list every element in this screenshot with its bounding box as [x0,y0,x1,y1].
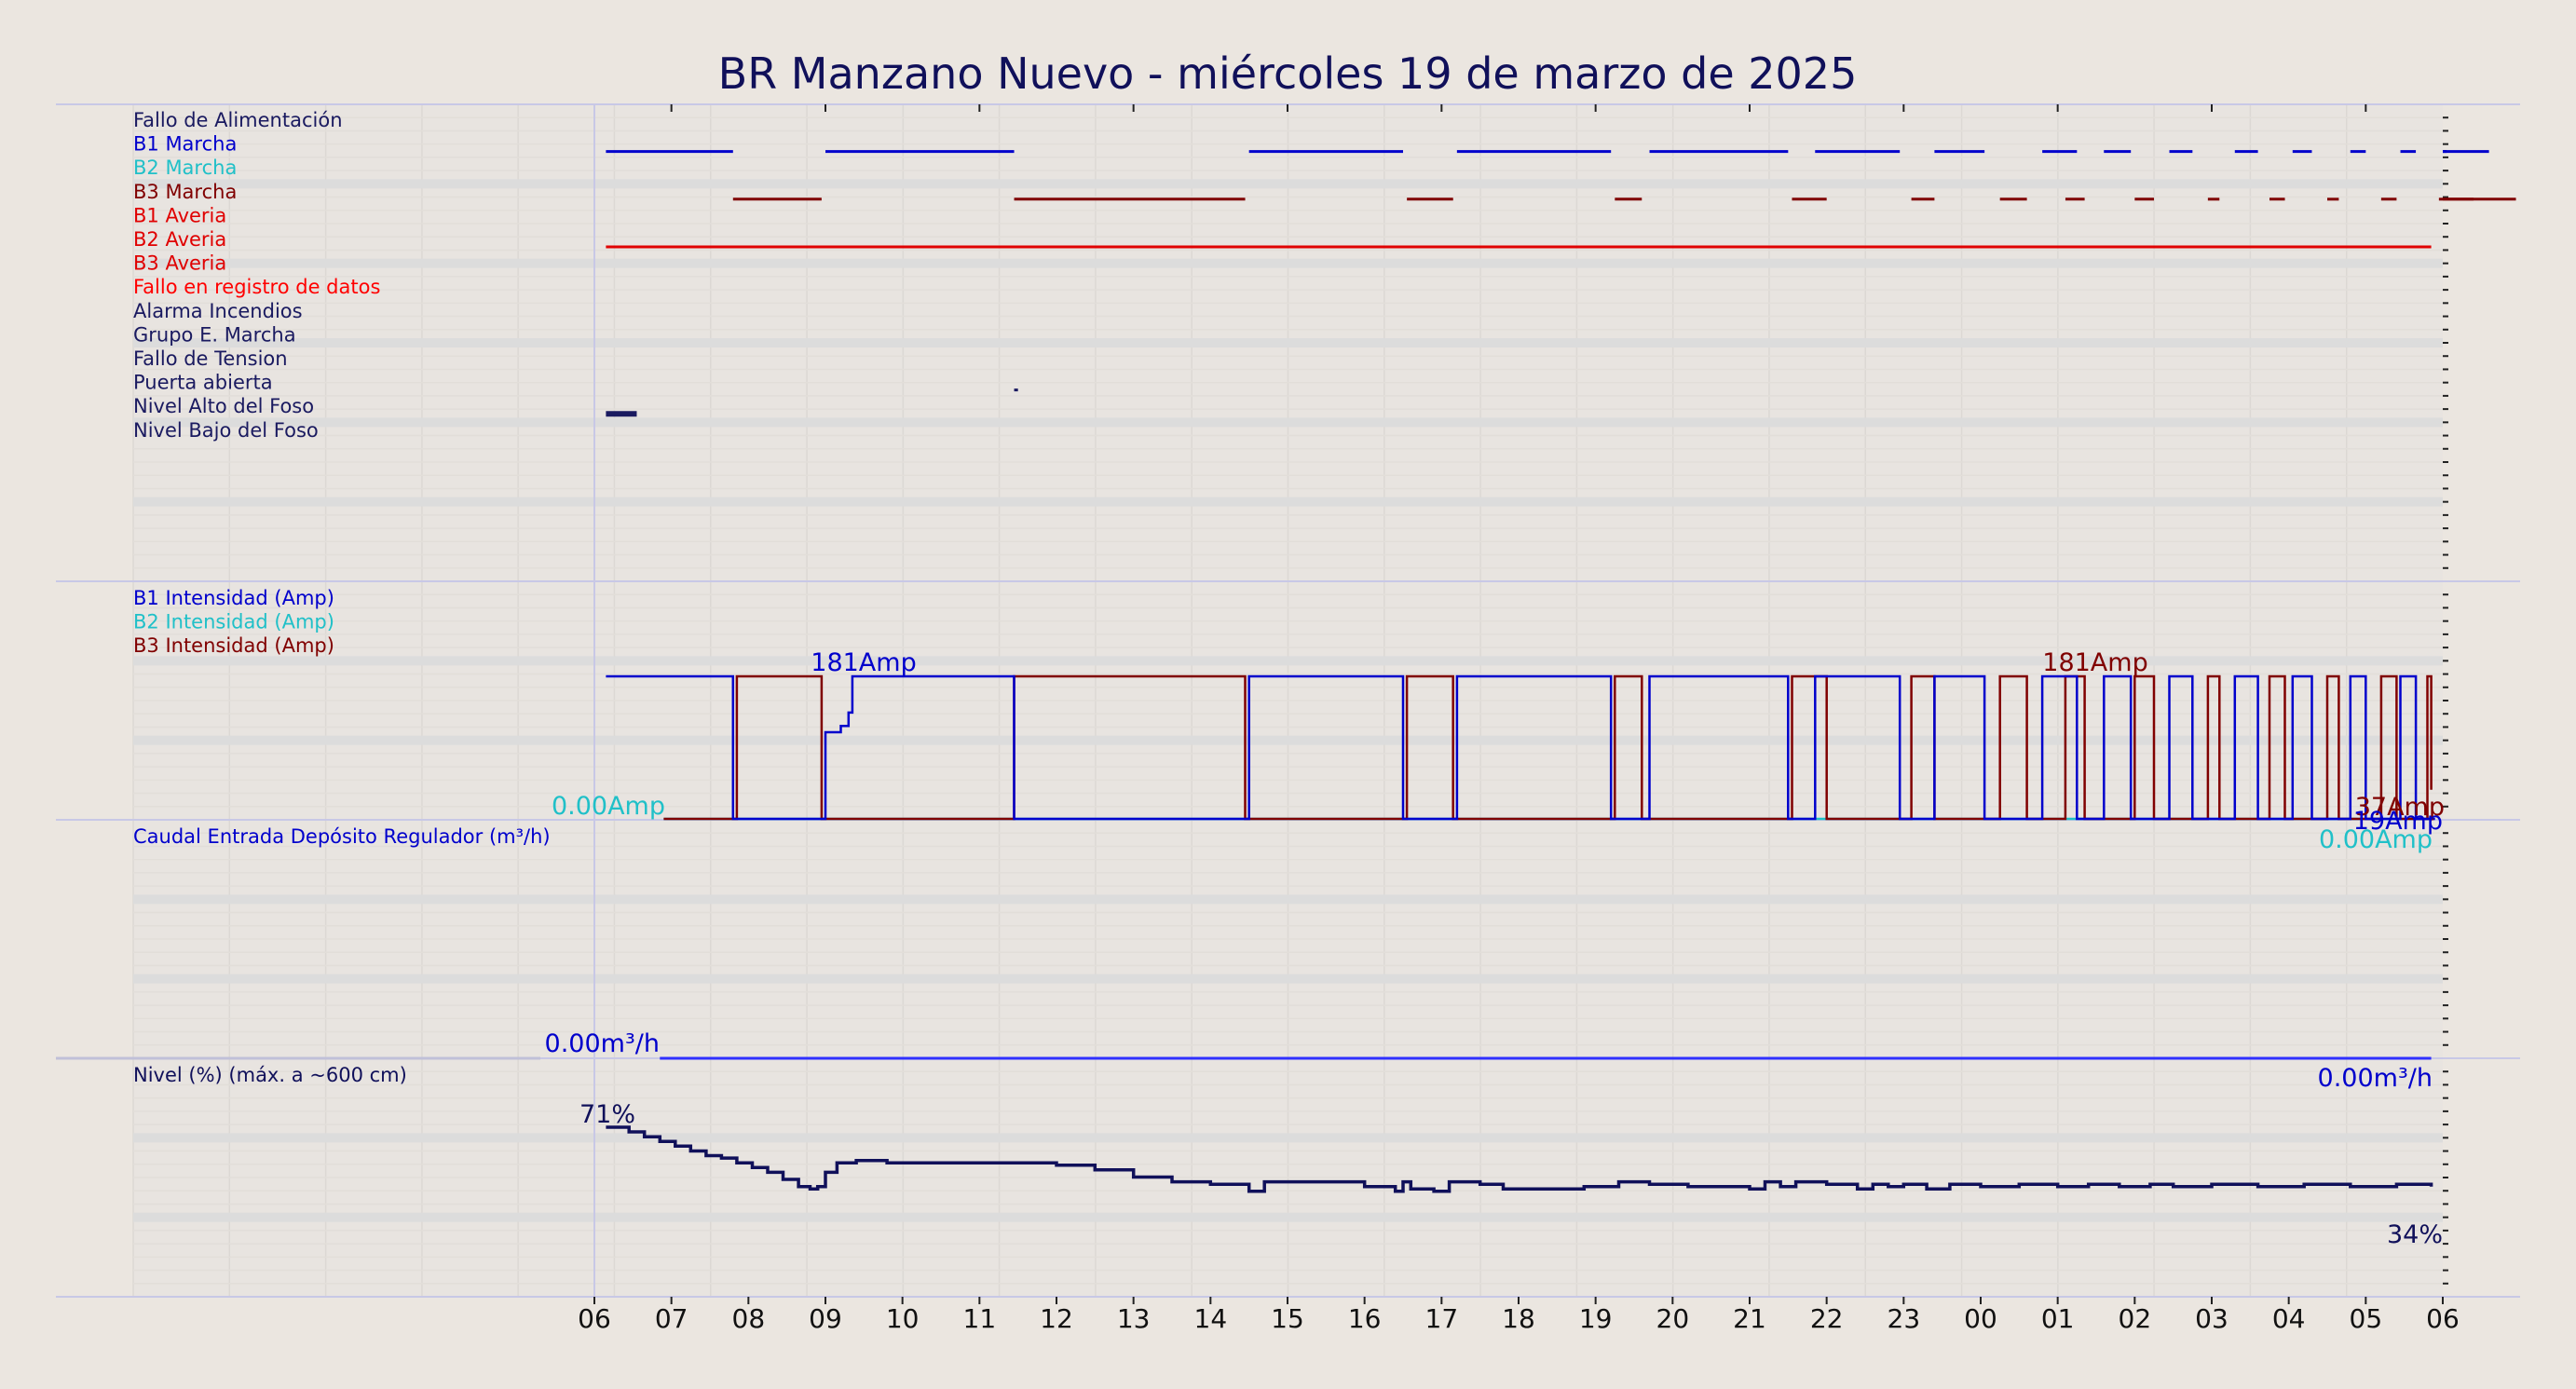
x-tick-label: 18 [1502,1303,1535,1334]
x-tick-label: 05 [2350,1303,2383,1334]
data-label: 0.00Amp [552,792,665,821]
signal-label: Fallo de Alimentación [133,109,343,131]
signal-label: B2 Averia [133,228,226,251]
x-tick-label: 10 [886,1303,920,1334]
level-line [606,1125,2433,1193]
signal-label: B3 Averia [133,252,226,275]
data-label: 19Amp [2353,807,2443,836]
series-label: B1 Intensidad (Amp) [133,587,334,609]
x-tick-label: 19 [1579,1303,1613,1334]
x-tick-label: 16 [1348,1303,1382,1334]
signal-label: B1 Marcha [133,133,237,156]
series-label: B2 Intensidad (Amp) [133,611,334,633]
x-tick-label: 00 [1964,1303,1997,1334]
signal-label: B1 Averia [133,204,226,226]
x-tick-label: 01 [2041,1303,2075,1334]
x-tick-label: 07 [655,1303,688,1334]
data-label: 181Amp [2042,648,2147,677]
x-tick-label: 12 [1040,1303,1073,1334]
x-tick-label: 21 [1733,1303,1766,1334]
x-tick-label: 06 [2426,1303,2460,1334]
x-tick-label: 03 [2195,1303,2228,1334]
x-tick-label: 08 [732,1303,766,1334]
x-tick-label: 04 [2272,1303,2306,1334]
series-label: Caudal Entrada Depósito Regulador (m³/h) [133,825,551,848]
x-tick-label: 02 [2119,1303,2152,1334]
data-label: 0.00m³/h [2318,1064,2433,1093]
x-tick-label: 09 [809,1303,842,1334]
data-label: 0.00Amp [2319,825,2433,854]
signal-label: Fallo en registro de datos [133,276,380,298]
intensity-line [606,674,2435,821]
x-tick-label: 14 [1194,1303,1228,1334]
plot-area: 06 07 08 09 10 11 12 13 14 15 16 17 18 19 20 21 22 23 00 01… [56,103,2520,1334]
data-label: 37Amp [2355,793,2445,822]
data-label: 0.00m³/h [545,1029,660,1058]
x-tick-label: 13 [1117,1303,1151,1334]
series-label: B3 Intensidad (Amp) [133,634,334,657]
data-label: 71% [579,1100,635,1129]
x-tick-label: 17 [1425,1303,1459,1334]
signal-label: Nivel Bajo del Foso [133,419,319,442]
x-tick-label: 22 [1810,1303,1844,1334]
signal-label: Alarma Incendios [133,300,303,322]
x-tick-label: 20 [1656,1303,1690,1334]
x-tick-label: 15 [1271,1303,1304,1334]
data-label: 34% [2387,1220,2443,1249]
x-tick-label: 23 [1888,1303,1921,1334]
x-tick-label: 06 [578,1303,611,1334]
signal-label: B3 Marcha [133,181,237,203]
signal-label: Puerta abierta [133,372,273,394]
signal-label: B2 Marcha [133,157,237,179]
data-label: 181Amp [811,648,916,677]
signal-label: Grupo E. Marcha [133,323,296,346]
chart-title: BR Manzano Nuevo - miércoles 19 de marzo… [718,48,1858,99]
series-label: Nivel (%) (máx. a ~600 cm) [133,1064,407,1086]
signal-label: Fallo de Tension [133,347,288,370]
signal-label: Nivel Alto del Foso [133,395,314,417]
x-tick-label: 11 [963,1303,997,1334]
